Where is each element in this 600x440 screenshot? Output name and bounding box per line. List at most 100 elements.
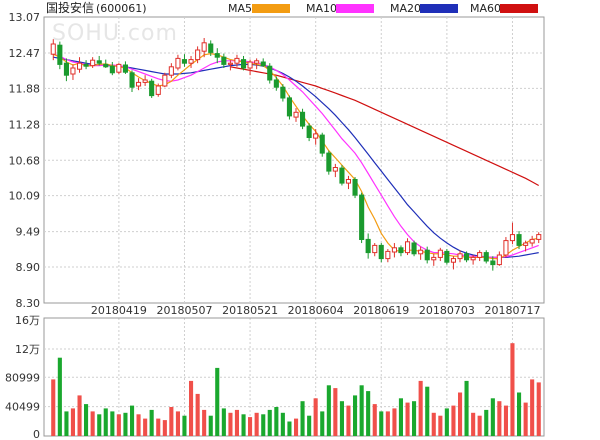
candle [529,235,535,247]
candle-body [483,252,489,262]
watermark: SOHU.com [52,21,178,46]
volume-bar [510,343,515,436]
stock-name: 国投安信 [46,0,94,15]
candle [352,177,358,199]
volume-bar [497,401,502,436]
volume-bar [97,414,102,437]
volume-bar [392,408,397,436]
candle-body [247,61,253,69]
volume-bar [182,415,187,436]
volume-bar [385,411,390,436]
candle [450,256,456,270]
volume-bar [333,388,338,436]
volume-bar [130,405,135,436]
candle-body [70,67,76,75]
candle-body [391,247,397,253]
candle [418,246,424,260]
volume-bar [536,382,541,436]
candle-body [306,125,312,138]
volume-bar [458,392,463,436]
candle [63,58,70,82]
candle [181,54,187,67]
candle-body [405,241,411,254]
volume-tick-label: 0 [33,428,40,440]
volume-bar [123,412,128,436]
volume-bar [444,408,449,436]
volume-bar [307,415,312,436]
candle-body [326,152,332,172]
candle [70,64,76,80]
candle [523,240,529,252]
candle-body [332,167,338,172]
volume-bar [64,411,69,436]
moving-average-lines [53,52,539,260]
chart-header: 国投安信 (600061) [46,0,147,15]
volume-bar [51,379,56,436]
candle-body [273,79,279,88]
volume-bar [169,407,174,436]
candle-body [372,244,378,254]
candle-body [241,59,247,69]
volume-bar [412,401,417,436]
legend-swatch-ma10 [336,4,374,13]
candle [378,243,384,263]
candle [319,132,325,157]
volume-bar [77,395,82,436]
price-panel: SOHU.com 13.07 12.47 11.88 11.28 10.68 10.09 9… [9,11,545,436]
candle-body [319,134,325,154]
candle [122,61,129,74]
volume-bar [116,414,121,437]
volume-bar [451,405,456,436]
volume-bars [51,343,541,437]
volume-bar [353,395,358,436]
volume-bar [431,412,436,436]
candle [431,253,437,266]
volume-bar [477,415,482,436]
candle-body [385,250,391,260]
volume-bar [359,385,364,437]
candle-body [444,250,450,263]
volume-bar [320,411,325,436]
price-y-axis: 13.07 12.47 11.88 11.28 10.68 10.09 9.49 8.90 8.… [9,11,41,310]
candle [188,55,194,68]
candle-body [175,57,181,69]
volume-bar [234,409,239,436]
candle-body [83,63,89,67]
candle [175,54,181,71]
candle-body [57,44,63,65]
volume-bar [438,415,443,436]
candle [201,37,207,58]
volume-bar [300,401,305,436]
candle-body [155,85,161,95]
candle [116,63,122,74]
volume-bar [84,404,89,436]
volume-bar [143,418,148,436]
date-tick-label: 20180419 [91,304,147,317]
candle [195,46,201,64]
volume-bar [313,398,318,436]
price-tick-label: 12.47 [9,47,41,60]
candle [208,40,214,56]
price-tick-label: 8.90 [16,261,41,274]
candle-body [345,179,351,184]
volume-bar [530,379,535,436]
candle-body [293,111,299,118]
candle-body [437,249,443,258]
volume-bar [346,405,351,436]
candle [247,59,253,76]
price-tick-label: 9.49 [16,226,41,239]
date-tick-label: 20180521 [222,304,278,317]
volume-bar [175,411,180,436]
ma5-line [53,52,539,260]
candle [293,108,299,122]
volume-bar [149,409,154,436]
candle-body [365,238,371,254]
candle [168,63,174,79]
candle [385,249,391,263]
volume-bar [398,398,403,436]
candle [359,192,365,244]
candle [509,222,515,245]
candle [273,76,279,91]
legend-label-ma60: MA60 [470,2,501,15]
